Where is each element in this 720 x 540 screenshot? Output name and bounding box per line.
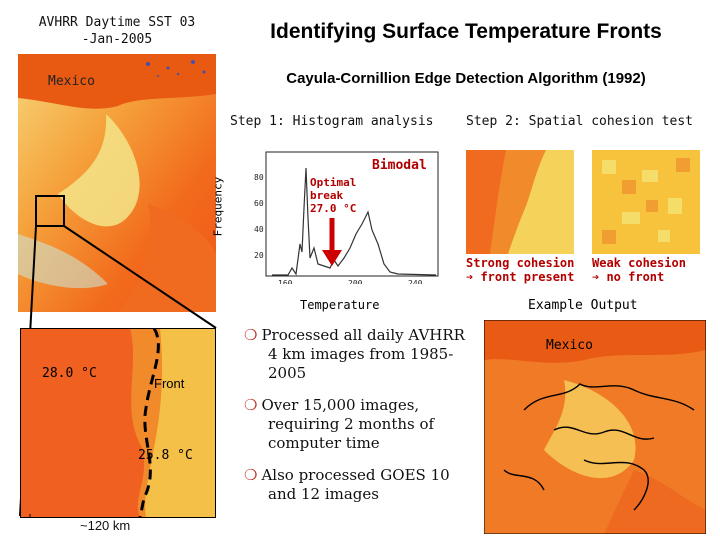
y-tick-4: 20 — [254, 251, 264, 260]
arrow-right-icon: ➔ — [466, 270, 481, 284]
bullet-item: ❍ Over 15,000 images, requiring 2 months … — [244, 396, 474, 453]
page-title: Identifying Surface Temperature Fronts — [270, 20, 662, 43]
strong-cohesion-tile — [466, 150, 574, 254]
bullet-text-1: Processed all daily AVHRR 4 km images fr… — [261, 326, 465, 382]
bullet-item: ❍ Also processed GOES 10 and 12 images — [244, 466, 474, 504]
weak-caption-line-2: no front — [606, 270, 665, 284]
histogram-ylabel: Frequency — [211, 176, 225, 237]
zoom-temp-cool: 25.8 °C — [138, 448, 193, 463]
example-output-image — [484, 320, 706, 534]
map-label-mexico: Mexico — [48, 74, 95, 89]
step1-label: Step 1: Histogram analysis — [230, 114, 434, 129]
bimodal-label: Bimodal — [372, 158, 427, 173]
strong-cohesion-caption: Strong cohesion ➔ front present — [466, 256, 586, 284]
zoom-front-label: Front — [154, 376, 185, 391]
zoom-map: 28.0 °C Front 25.8 °C — [20, 328, 216, 518]
bullet-icon: ❍ — [244, 396, 258, 414]
strong-cohesion-image — [466, 150, 574, 254]
bullet-icon: ❍ — [244, 466, 258, 484]
weak-caption-line-1: Weak cohesion — [592, 256, 686, 270]
weak-cohesion-caption: Weak cohesion ➔ no front — [592, 256, 712, 284]
x-tick-3: 240 — [408, 279, 423, 284]
histogram-svg: 80 60 40 20 160 200 240 — [254, 151, 439, 288]
optimal-break-label: Optimal break 27.0 °C — [310, 176, 356, 215]
histogram-xlabel: Temperature — [300, 298, 380, 312]
y-tick-2: 60 — [254, 199, 264, 208]
bullet-item: ❍ Processed all daily AVHRR 4 km images f… — [244, 326, 474, 383]
output-map-label-mexico: Mexico — [546, 338, 593, 353]
weak-cohesion-image — [592, 150, 700, 254]
zoom-temp-warm: 28.0 °C — [42, 366, 97, 381]
sst-map — [18, 54, 216, 312]
bullet-text-2: Over 15,000 images, requiring 2 months o… — [261, 396, 435, 452]
zoom-scale-label: ~120 km — [80, 518, 131, 533]
page-subtitle: Cayula-Cornillion Edge Detection Algorit… — [286, 70, 646, 87]
sst-map-image — [18, 54, 216, 312]
caption-line-1: AVHRR Daytime SST 03 — [38, 15, 196, 30]
histogram-chart: 80 60 40 20 160 200 240 — [238, 148, 444, 288]
break-line-3: 27.0 °C — [310, 202, 357, 215]
bullet-text-3: Also processed GOES 10 and 12 images — [261, 466, 450, 503]
break-line-2: break — [310, 189, 344, 202]
y-tick-1: 80 — [254, 173, 264, 182]
break-line-1: Optimal — [310, 176, 357, 189]
zoom-map-image — [20, 328, 216, 518]
caption-line-2: -Jan-2005 — [81, 32, 153, 47]
x-tick-2: 200 — [348, 279, 363, 284]
y-tick-3: 40 — [254, 225, 264, 234]
arrow-right-icon: ➔ — [592, 270, 607, 284]
sst-map-caption: AVHRR Daytime SST 03 -Jan-2005 — [18, 14, 216, 48]
weak-cohesion-tile — [592, 150, 700, 254]
x-tick-1: 160 — [278, 279, 293, 284]
example-output-map: Mexico — [484, 320, 706, 534]
strong-caption-line-1: Strong cohesion — [466, 256, 575, 270]
strong-caption-line-2: front present — [480, 270, 575, 284]
example-output-label: Example Output — [528, 298, 638, 313]
bullet-icon: ❍ — [244, 326, 258, 344]
step2-label: Step 2: Spatial cohesion test — [466, 114, 693, 129]
bullet-list: ❍ Processed all daily AVHRR 4 km images f… — [244, 326, 474, 517]
